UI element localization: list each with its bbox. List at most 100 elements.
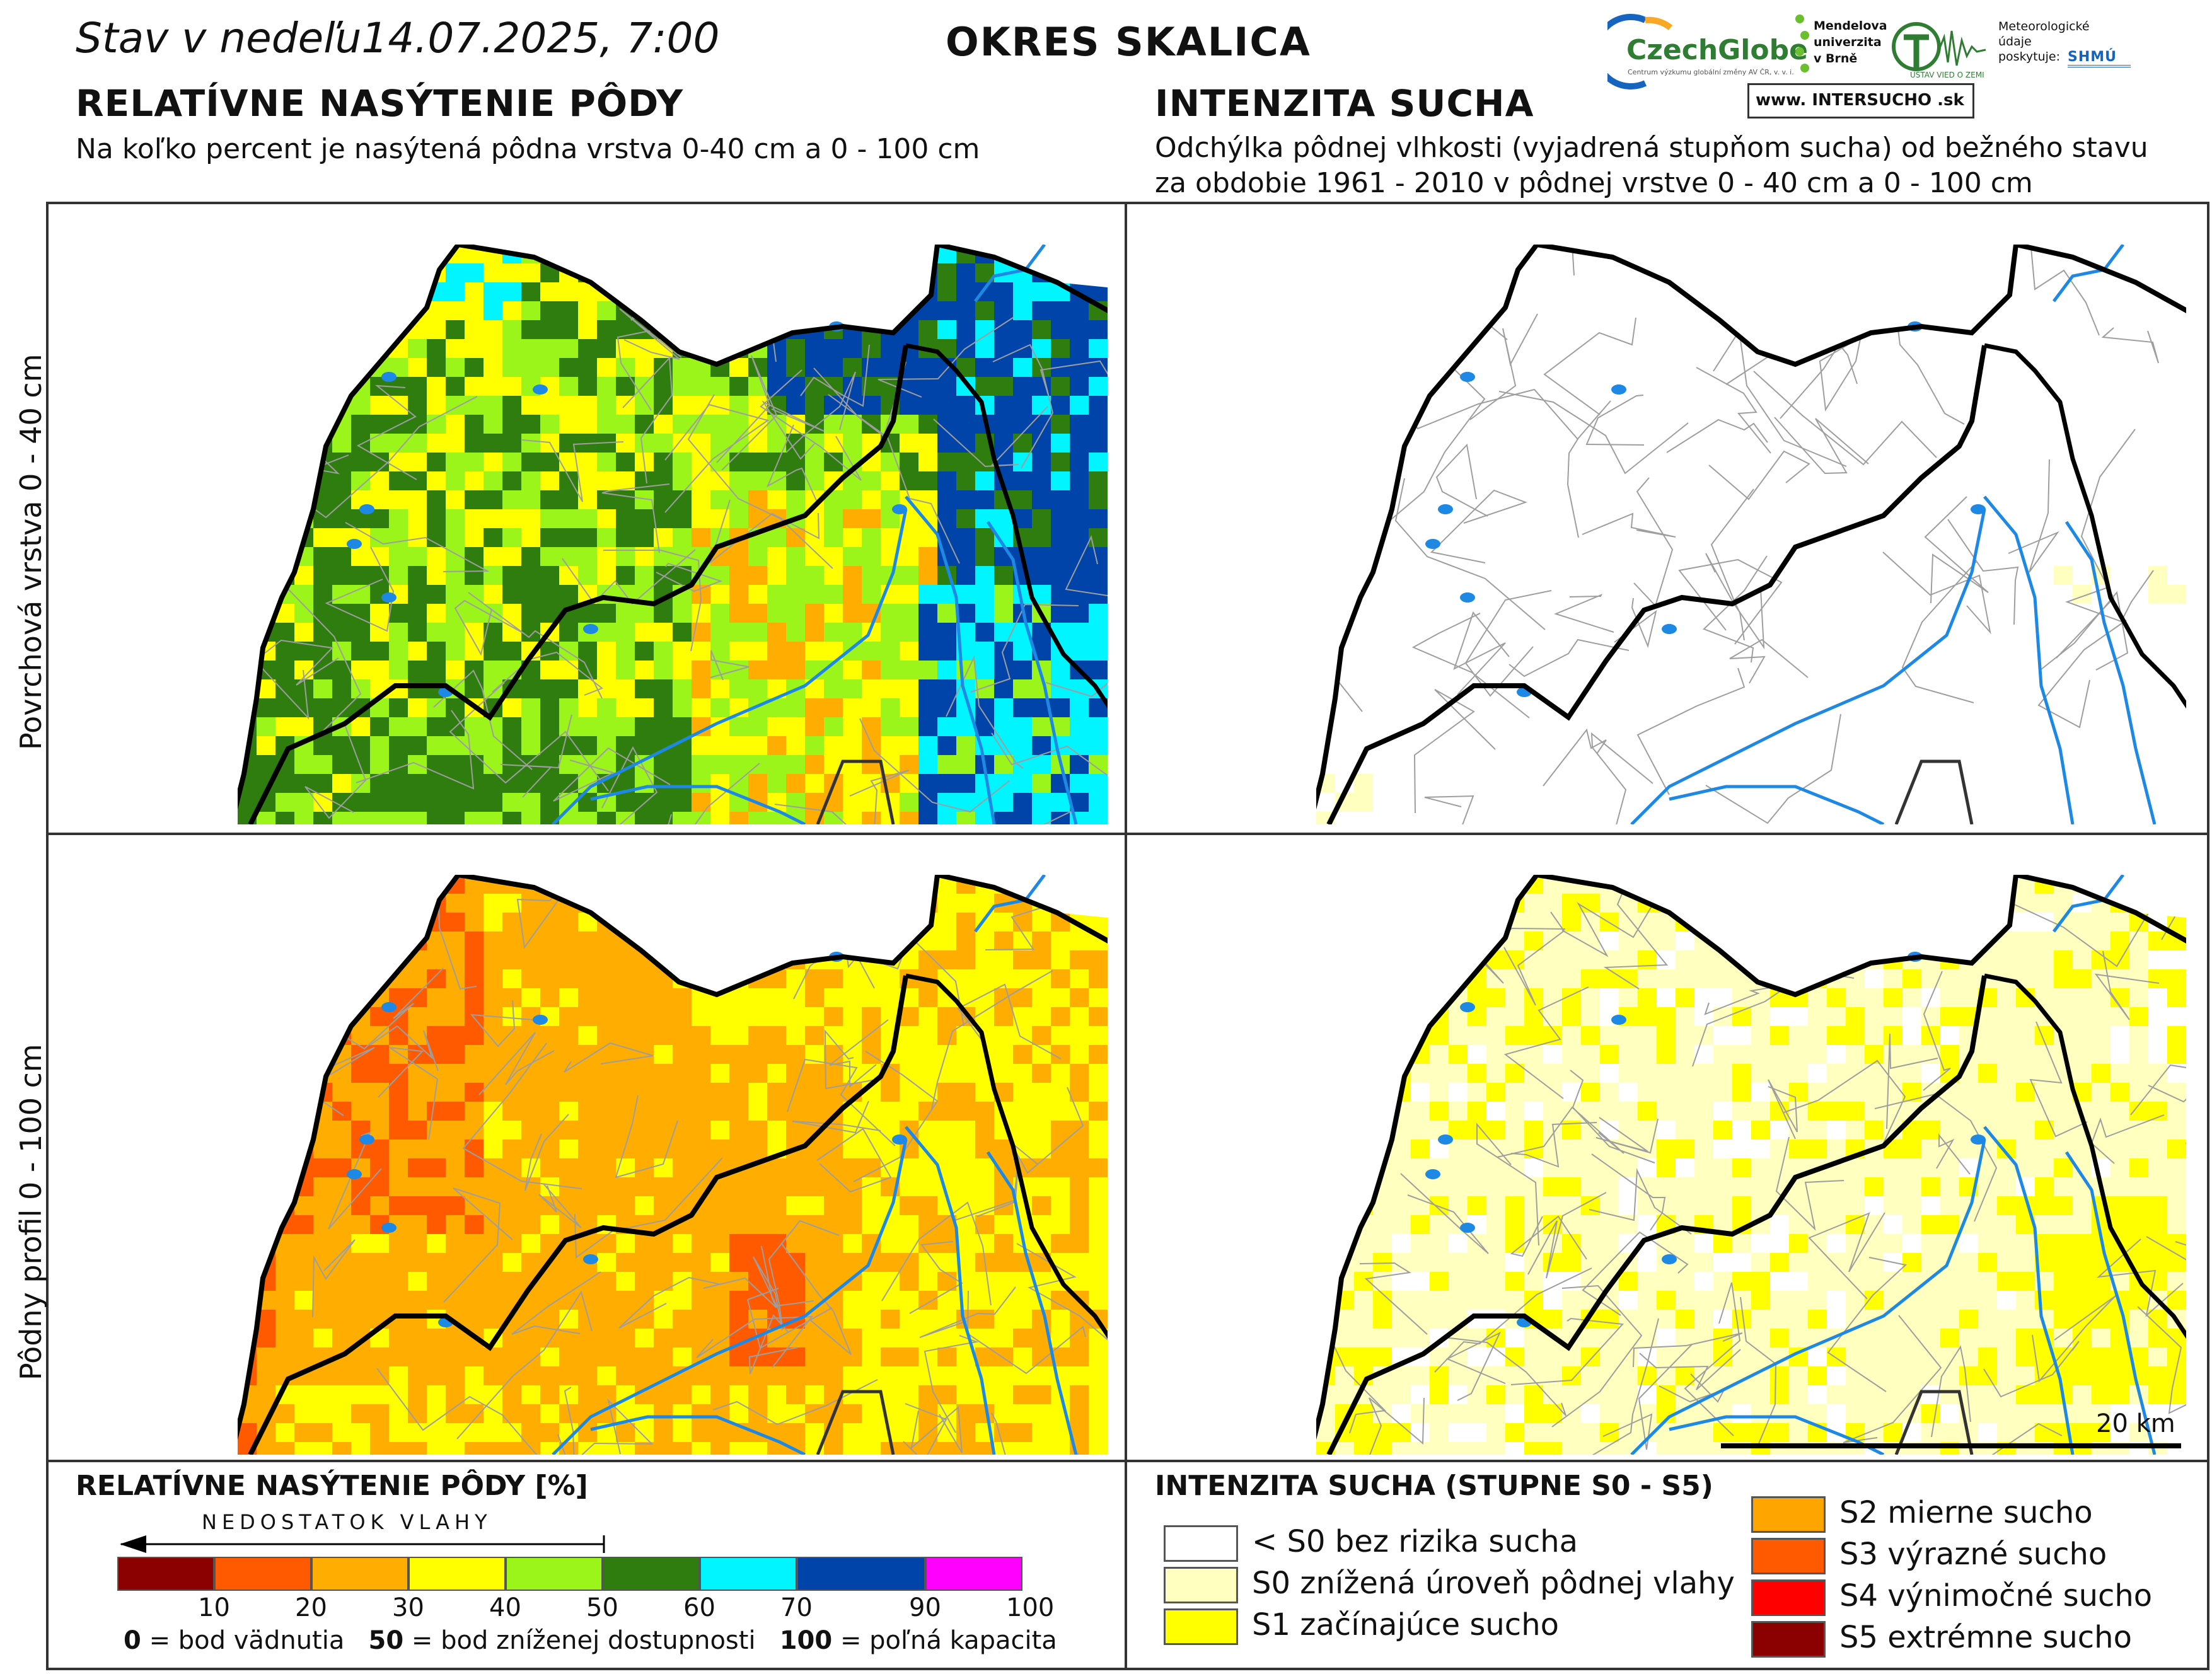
raster-cell <box>559 490 579 510</box>
municipal-line <box>787 1058 896 1146</box>
raster-cell <box>408 282 427 302</box>
raster-cell <box>502 1404 522 1424</box>
mendelu-logo[interactable]: Mendelova univerzita v Brně <box>1793 13 1887 88</box>
raster-cell <box>1865 932 1884 951</box>
raster-cell <box>900 1007 919 1027</box>
raster-cell <box>1902 566 1922 586</box>
raster-cell <box>1732 301 1752 321</box>
map-saturation-profile[interactable] <box>238 875 1108 1455</box>
raster-cell <box>2092 755 2111 775</box>
raster-cell <box>2129 793 2149 812</box>
raster-cell <box>2129 509 2149 529</box>
raster-cell <box>1619 642 1638 661</box>
raster-cell <box>1865 339 1884 359</box>
raster-cell <box>2054 377 2073 396</box>
municipal-line <box>260 904 306 967</box>
raster-cell <box>654 1177 673 1197</box>
raster-cell <box>635 1140 654 1159</box>
raster-cell <box>805 1329 825 1348</box>
raster-cell <box>1335 969 1355 989</box>
raster-cell <box>729 1177 749 1197</box>
raster-cell <box>1959 528 1979 548</box>
raster-cell <box>1316 932 1336 951</box>
raster-cell <box>1694 396 1714 415</box>
raster-cell <box>484 1045 503 1065</box>
raster-cell <box>389 566 408 586</box>
map-drought-profile[interactable] <box>1316 875 2186 1455</box>
raster-cell <box>408 1329 427 1348</box>
raster-cell <box>389 1177 408 1197</box>
raster-cell <box>351 339 371 359</box>
raster-cell <box>635 245 654 264</box>
raster-cell <box>900 471 919 491</box>
raster-cell <box>484 547 503 567</box>
uvoz-logo[interactable]: ÚSTAV VIED O ZEMI <box>1891 21 1992 84</box>
raster-cell <box>1335 282 1355 302</box>
raster-cell <box>1827 377 1846 396</box>
raster-cell <box>918 547 938 567</box>
raster-cell <box>1770 471 1790 491</box>
intersucho-logo[interactable]: www. INTERSUCHO .sk <box>1747 83 1974 118</box>
czechglobe-logo[interactable]: CzechGlobe Centrum výzkumu globální změn… <box>1593 9 1808 91</box>
raster-cell <box>1392 301 1411 321</box>
raster-cell <box>1032 932 1051 951</box>
raster-cell <box>729 1083 749 1102</box>
raster-cell <box>540 793 560 812</box>
raster-cell <box>1354 301 1374 321</box>
raster-cell <box>1562 774 1582 794</box>
raster-cell <box>654 988 673 1008</box>
raster-cell <box>1619 396 1638 415</box>
shmu-logo[interactable]: SHMÚ <box>2068 49 2131 74</box>
uvoz-name: ÚSTAV VIED O ZEMI <box>1910 71 1984 79</box>
raster-cell <box>389 698 408 718</box>
raster-cell <box>332 245 352 264</box>
raster-cell <box>465 263 484 283</box>
raster-cell <box>635 1064 654 1083</box>
raster-cell <box>2035 396 2054 415</box>
raster-cell <box>484 415 503 434</box>
raster-cell <box>2129 377 2149 396</box>
raster-cell <box>2148 774 2168 794</box>
raster-cell <box>2111 812 2130 824</box>
raster-cell <box>956 1234 976 1254</box>
raster-cell <box>427 1348 446 1367</box>
raster-cell <box>635 1272 654 1291</box>
raster-cell <box>729 1064 749 1083</box>
raster-cell <box>805 377 825 396</box>
raster-cell <box>937 301 957 321</box>
raster-cell <box>1392 282 1411 302</box>
raster-cell <box>294 717 314 737</box>
map-drought-topsoil[interactable] <box>1316 245 2186 824</box>
raster-cell <box>1070 774 1089 794</box>
raster-cell <box>1449 301 1468 321</box>
raster-cell <box>238 453 257 472</box>
raster-cell <box>1694 604 1714 623</box>
raster-cell <box>332 1140 352 1159</box>
raster-cell <box>1884 642 1903 661</box>
raster-cell <box>597 1329 617 1348</box>
raster-cell <box>918 358 938 378</box>
raster-cell <box>2129 566 2149 586</box>
raster-cell <box>805 453 825 472</box>
raster-cell <box>1543 793 1563 812</box>
lake <box>1460 372 1475 382</box>
raster-cell <box>1997 585 2017 604</box>
raster-cell <box>918 434 938 453</box>
raster-cell <box>238 969 257 989</box>
municipal-line <box>712 1379 878 1426</box>
raster-cell <box>332 320 352 340</box>
raster-cell <box>313 566 333 586</box>
municipal-line <box>710 650 750 681</box>
raster-cell <box>257 1196 276 1216</box>
raster-cell <box>1921 875 1941 894</box>
raster-cell <box>597 396 617 415</box>
raster-cell <box>1051 471 1070 491</box>
raster-cell <box>881 528 900 548</box>
raster-cell <box>1884 453 1903 472</box>
map-saturation-topsoil[interactable] <box>238 245 1108 824</box>
raster-cell <box>654 1026 673 1046</box>
raster-cell <box>1051 1196 1070 1216</box>
raster-cell <box>502 471 522 491</box>
raster-cell <box>1808 604 1827 623</box>
raster-cell <box>1013 434 1033 453</box>
